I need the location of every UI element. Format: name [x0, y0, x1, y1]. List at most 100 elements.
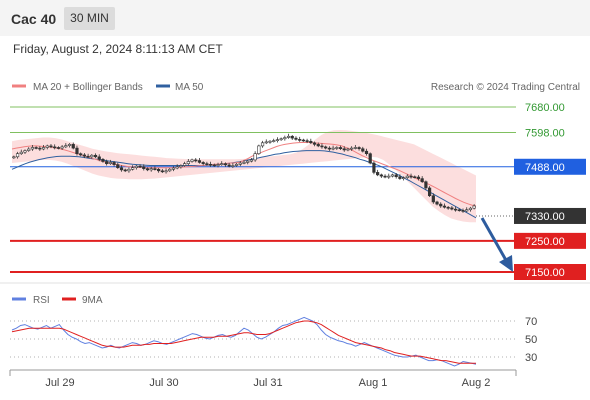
- candle-body: [320, 145, 324, 148]
- candle-body: [279, 138, 283, 141]
- candle-body: [246, 160, 250, 163]
- resistance-label: 7598.00: [525, 128, 565, 140]
- pivot-tag: [514, 158, 586, 175]
- x-axis-label: Jul 29: [45, 377, 74, 389]
- candle-body: [461, 210, 465, 212]
- candle-body: [398, 176, 402, 179]
- timeframe-badge[interactable]: 30 MIN: [64, 7, 115, 30]
- candle-body: [257, 145, 261, 154]
- candle-body: [238, 162, 242, 165]
- candle-body: [275, 139, 280, 141]
- candle-body: [183, 163, 187, 166]
- candle-body: [138, 165, 142, 168]
- support-label: 7250.00: [525, 236, 565, 248]
- candle-body: [335, 147, 339, 149]
- candle-body: [405, 175, 409, 178]
- candle-body: [19, 151, 23, 154]
- candle-body: [431, 195, 435, 203]
- candle-body: [119, 167, 124, 171]
- candle-body: [231, 165, 235, 167]
- ma50-legend-label: MA 50: [175, 82, 204, 93]
- x-axis-label: Jul 31: [253, 377, 282, 389]
- candle-body: [27, 148, 31, 151]
- candle-body: [45, 145, 49, 148]
- candle-body: [208, 163, 213, 166]
- candle-body: [394, 174, 398, 178]
- candle-body: [67, 144, 72, 146]
- candle-body: [242, 162, 246, 164]
- candle-body: [290, 135, 294, 139]
- candle-body: [38, 147, 42, 150]
- candle-body: [364, 150, 369, 154]
- x-axis-label: Aug 1: [359, 377, 388, 389]
- candle-body: [446, 206, 450, 209]
- candle-body: [212, 164, 216, 167]
- candle-body: [439, 203, 443, 207]
- current-price-label: 7330.00: [525, 211, 565, 223]
- candle-body: [472, 205, 476, 209]
- candle-body: [465, 209, 469, 212]
- candle-body: [112, 162, 116, 165]
- candle-body: [442, 205, 447, 208]
- rsi-line: [11, 316, 477, 367]
- candle-body: [149, 168, 153, 171]
- x-axis-label: Aug 2: [462, 377, 491, 389]
- candle-body: [234, 163, 239, 166]
- instrument-title: Cac 40: [11, 11, 57, 27]
- bollinger-band: [12, 130, 476, 223]
- candle-body: [75, 147, 79, 154]
- ma20-legend-label: MA 20 + Bollinger Bands: [33, 82, 143, 93]
- candle-body: [205, 163, 209, 165]
- candle-body: [23, 150, 27, 153]
- candle-body: [409, 175, 413, 178]
- candle-body: [105, 161, 109, 164]
- candle-body: [12, 156, 16, 159]
- candle-body: [283, 137, 287, 140]
- candle-body: [145, 168, 150, 171]
- candle-body: [220, 163, 224, 165]
- candle-body: [142, 166, 146, 169]
- candle-body: [179, 165, 183, 168]
- rsi-tick-label: 50: [525, 334, 537, 346]
- candle-body: [435, 201, 439, 205]
- datetime-label: Friday, August 2, 2024 8:11:13 AM CET: [13, 42, 223, 56]
- candle-body: [353, 147, 357, 149]
- pivot-label: 7488.00: [525, 162, 565, 174]
- candle-body: [90, 154, 94, 158]
- candle-body: [168, 168, 172, 172]
- candle-body: [71, 144, 75, 149]
- rsi-legend-label: RSI: [33, 295, 50, 306]
- candle-body: [30, 147, 35, 150]
- candle-body: [97, 156, 101, 160]
- candle-body: [338, 147, 343, 150]
- candle-body: [197, 160, 202, 163]
- candle-body: [253, 153, 257, 161]
- candle-body: [420, 178, 424, 183]
- candle-body: [194, 159, 198, 162]
- candle-body: [101, 159, 105, 162]
- candle-body: [264, 141, 268, 144]
- candle-body: [41, 147, 46, 150]
- support-tag: [514, 264, 586, 280]
- candle-body: [298, 139, 302, 141]
- candle-body: [216, 164, 220, 166]
- x-axis-label: Jul 30: [149, 377, 178, 389]
- rsi-ma-legend-label: 9MA: [82, 295, 103, 306]
- candle-body: [372, 162, 376, 173]
- candle-body: [312, 142, 317, 145]
- candle-body: [416, 176, 421, 179]
- candle-body: [108, 162, 112, 164]
- candle-body: [346, 148, 350, 151]
- candle-body: [116, 164, 120, 169]
- candle-body: [350, 147, 354, 150]
- candle-body: [286, 135, 291, 138]
- candle-body: [186, 161, 190, 164]
- candle-body: [453, 208, 458, 211]
- rsi-tick-label: 70: [525, 316, 537, 328]
- candle-body: [223, 163, 228, 166]
- candle-body: [324, 146, 328, 149]
- candle-body: [15, 153, 20, 158]
- candle-body: [201, 162, 205, 164]
- candle-body: [383, 175, 387, 178]
